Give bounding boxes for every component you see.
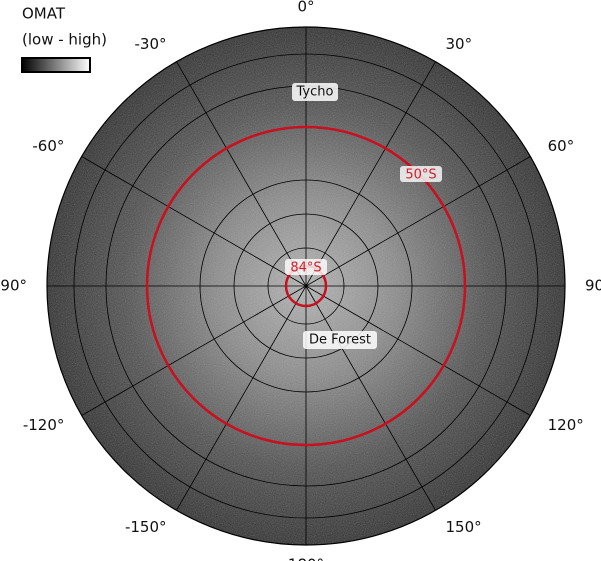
legend-title: OMAT (22, 5, 66, 23)
map: OMAT (low - high) 50°S 84°S Tycho De For… (0, 0, 601, 561)
feature-label: Tycho (296, 85, 334, 100)
longitude-label: -90° (0, 277, 27, 295)
longitude-label: 120° (548, 416, 584, 434)
legend-range: (low - high) (22, 31, 107, 49)
latitude-label: 50°S (405, 168, 436, 183)
longitude-label: -150° (125, 518, 167, 536)
feature-label: De Forest (309, 333, 371, 348)
longitude-label: 180° (288, 556, 324, 561)
longitude-label: 30° (446, 35, 473, 53)
legend-bar (22, 58, 90, 72)
latitude-label: 84°S (290, 261, 321, 276)
longitude-label: 0° (297, 0, 314, 16)
longitude-label: -30° (135, 35, 167, 53)
longitude-label: 60° (548, 137, 575, 155)
longitude-label: 90° (585, 277, 601, 295)
longitude-label: 150° (446, 518, 482, 536)
longitude-label: -60° (32, 137, 64, 155)
longitude-label: -120° (23, 416, 65, 434)
